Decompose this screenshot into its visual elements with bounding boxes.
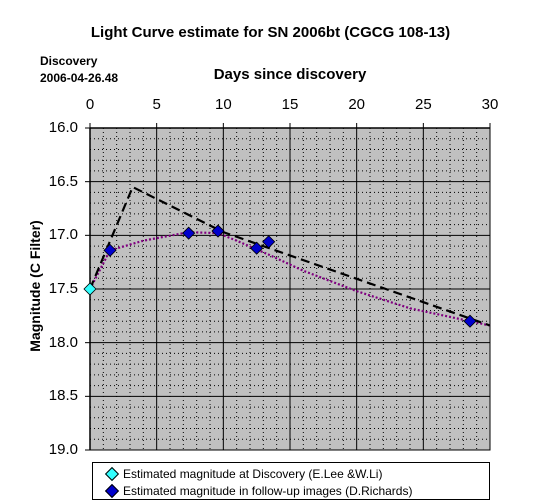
x-tick-label: 0 <box>85 96 95 113</box>
followup-data-point <box>211 224 225 238</box>
y-tick-label: 17.5 <box>48 280 78 297</box>
followup-data-point <box>250 241 264 255</box>
trend-line-dashed <box>88 185 491 327</box>
x-tick-label: 20 <box>348 96 365 113</box>
blue-diamond-icon <box>104 483 120 499</box>
discovery-label: Discovery 2006-04-26.48 <box>40 53 118 87</box>
trend-curve-dotted <box>89 231 491 327</box>
x-tick-label: 25 <box>414 96 432 113</box>
y-tick-label: 17.0 <box>48 226 78 244</box>
followup-data-point <box>463 314 477 328</box>
x-tick-label: 15 <box>281 96 299 113</box>
legend: Estimated magnitude at Discovery (E.Lee … <box>92 462 490 500</box>
y-tick-label: 19.0 <box>48 441 78 458</box>
legend-label-followup: Estimated magnitude in follow-up images … <box>123 484 413 498</box>
x-tick-label: 10 <box>214 96 232 113</box>
followup-data-point <box>103 243 117 257</box>
followup-data-point <box>262 235 276 249</box>
discovery-date: 2006-04-26.48 <box>40 71 119 85</box>
x-tick-label: 5 <box>152 96 161 113</box>
y-tick-label: 18.5 <box>48 387 78 405</box>
legend-label-discovery: Estimated magnitude at Discovery (E.Lee … <box>123 467 383 481</box>
y-tick-label: 16.5 <box>48 172 78 190</box>
chart-title: Light Curve estimate for SN 2006bt (CGCG… <box>90 24 451 41</box>
discovery-label-line1: Discovery <box>40 54 98 68</box>
discovery-data-point <box>83 282 97 296</box>
y-tick-label: 16.0 <box>48 119 78 136</box>
legend-item-discovery: Estimated magnitude at Discovery (E.Lee … <box>104 466 383 482</box>
cyan-diamond-icon <box>104 466 120 482</box>
x-tick-label: 30 <box>481 96 499 113</box>
y-tick-label: 18.0 <box>48 333 78 351</box>
legend-item-followup: Estimated magnitude in follow-up images … <box>104 483 413 499</box>
followup-data-point <box>182 226 196 240</box>
x-axis-label: Days since discovery <box>213 66 367 83</box>
